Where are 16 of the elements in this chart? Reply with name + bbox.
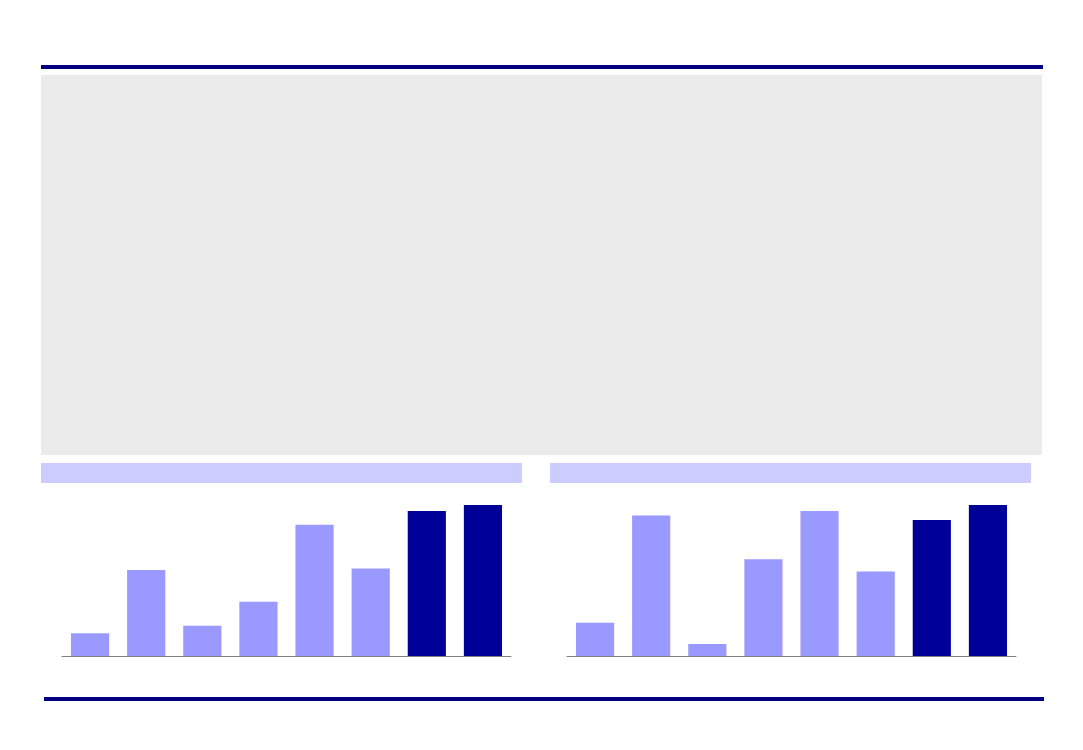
bar: [295, 524, 334, 656]
bar: [351, 568, 390, 656]
bar: [632, 515, 671, 656]
bar: [912, 520, 951, 656]
bar: [744, 559, 783, 656]
bar: [183, 625, 222, 656]
bar: [70, 633, 110, 656]
bar: [463, 505, 503, 656]
bar: [968, 505, 1008, 656]
bar: [856, 571, 895, 656]
bar: [575, 622, 615, 656]
bar: [688, 643, 727, 656]
bar: [239, 601, 278, 656]
bar: [127, 569, 166, 656]
bar: [800, 511, 839, 656]
bar: [407, 511, 446, 656]
